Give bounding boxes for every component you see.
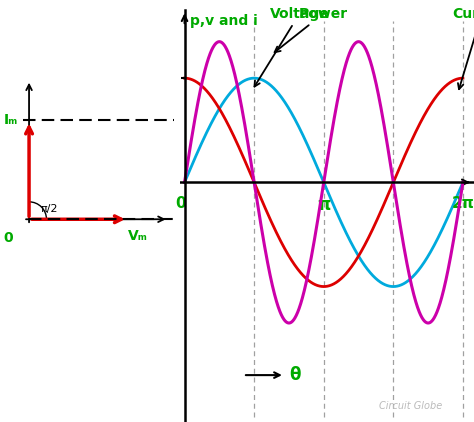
- Text: π: π: [317, 196, 330, 214]
- Text: Current: Current: [452, 7, 474, 89]
- Text: 0: 0: [176, 196, 186, 211]
- Text: 0: 0: [3, 232, 13, 246]
- Text: 2π: 2π: [452, 196, 474, 211]
- Text: π/2: π/2: [41, 204, 58, 214]
- Text: Circuit Globe: Circuit Globe: [379, 401, 442, 411]
- Text: p,v and i: p,v and i: [190, 14, 257, 27]
- Text: θ: θ: [289, 366, 301, 384]
- Text: Voltage: Voltage: [255, 7, 329, 87]
- Text: Iₘ: Iₘ: [3, 113, 18, 127]
- Text: Vₘ: Vₘ: [128, 229, 148, 243]
- Text: Power: Power: [274, 7, 348, 52]
